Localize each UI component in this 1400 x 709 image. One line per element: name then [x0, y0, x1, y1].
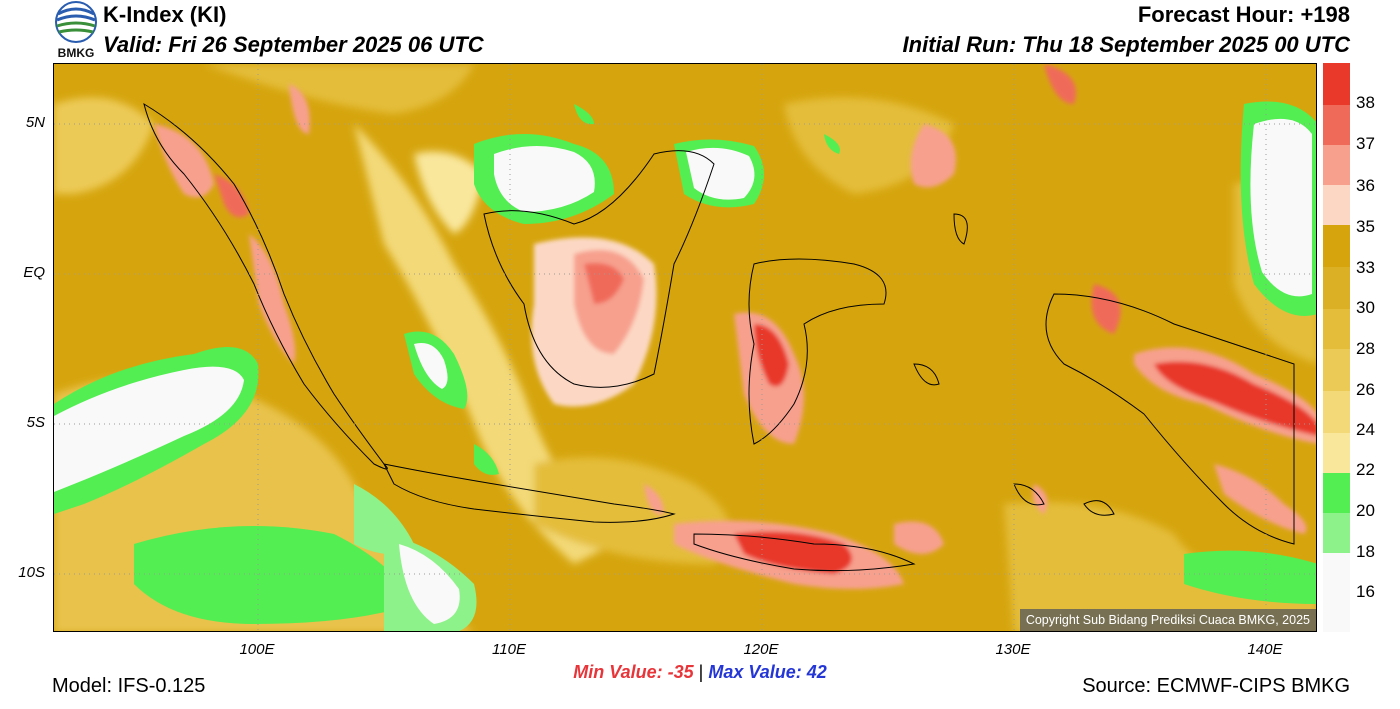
colorbar-label: 18 — [1356, 542, 1375, 561]
colorbar-label: 35 — [1356, 217, 1375, 236]
colorbar-segment — [1323, 63, 1350, 105]
colorbar-segment — [1323, 145, 1350, 185]
chart-title: K-Index (KI) — [103, 2, 227, 27]
min-value: Min Value: -35 — [573, 662, 694, 682]
colorbar-label: 28 — [1356, 339, 1375, 358]
colorbar-label: 38 — [1356, 93, 1375, 112]
max-value: Max Value: 42 — [708, 662, 827, 682]
k-index-map: Copyright Sub Bidang Prediksi Cuaca BMKG… — [53, 63, 1317, 632]
colorbar-label: 22 — [1356, 460, 1375, 479]
colorbar-label: 24 — [1356, 420, 1375, 439]
colorbar-segment — [1323, 553, 1350, 632]
colorbar-label: 30 — [1356, 298, 1375, 317]
colorbar-label: 33 — [1356, 258, 1375, 277]
min-max-values: Min Value: -35 | Max Value: 42 — [0, 662, 1400, 683]
colorbar-segment — [1323, 391, 1350, 433]
bmkg-logo — [52, 0, 100, 60]
colorbar-label: 36 — [1356, 176, 1375, 195]
model-label: Model: IFS-0.125 — [52, 675, 206, 697]
initial-run: Initial Run: Thu 18 September 2025 00 UT… — [902, 32, 1350, 57]
lat-label-eq: EQ — [23, 264, 45, 281]
colorbar-label: 16 — [1356, 582, 1375, 601]
lon-label-140e: 140E — [1247, 641, 1283, 658]
logo-text: BMKG — [57, 46, 95, 60]
colorbar-segment — [1323, 105, 1350, 145]
colorbar-segment — [1323, 309, 1350, 349]
lat-label-10s: 10S — [18, 564, 45, 581]
lon-label-100e: 100E — [239, 641, 275, 658]
lat-label-5n: 5N — [25, 114, 45, 131]
colorbar-label: 37 — [1356, 134, 1375, 153]
colorbar-segment — [1323, 225, 1350, 267]
colorbar-label: 20 — [1356, 501, 1375, 520]
colorbar-label: 26 — [1356, 380, 1375, 399]
forecast-hour: Forecast Hour: +198 — [1137, 2, 1350, 27]
colorbar-segment — [1323, 185, 1350, 225]
map-field — [54, 64, 1316, 631]
colorbar — [1323, 63, 1350, 632]
colorbar-segment — [1323, 267, 1350, 309]
lon-label-110e: 110E — [492, 641, 526, 658]
copyright-notice: Copyright Sub Bidang Prediksi Cuaca BMKG… — [1019, 609, 1316, 631]
min-max-separator: | — [698, 662, 704, 682]
lat-label-5s: 5S — [26, 414, 45, 431]
colorbar-segment — [1323, 513, 1350, 553]
colorbar-segment — [1323, 433, 1350, 473]
valid-time: Valid: Fri 26 September 2025 06 UTC — [103, 32, 484, 57]
colorbar-segment — [1323, 473, 1350, 513]
colorbar-segment — [1323, 349, 1350, 391]
source-label: Source: ECMWF-CIPS BMKG — [1082, 675, 1350, 697]
lon-label-130e: 130E — [995, 641, 1031, 658]
lon-label-120e: 120E — [743, 641, 779, 658]
